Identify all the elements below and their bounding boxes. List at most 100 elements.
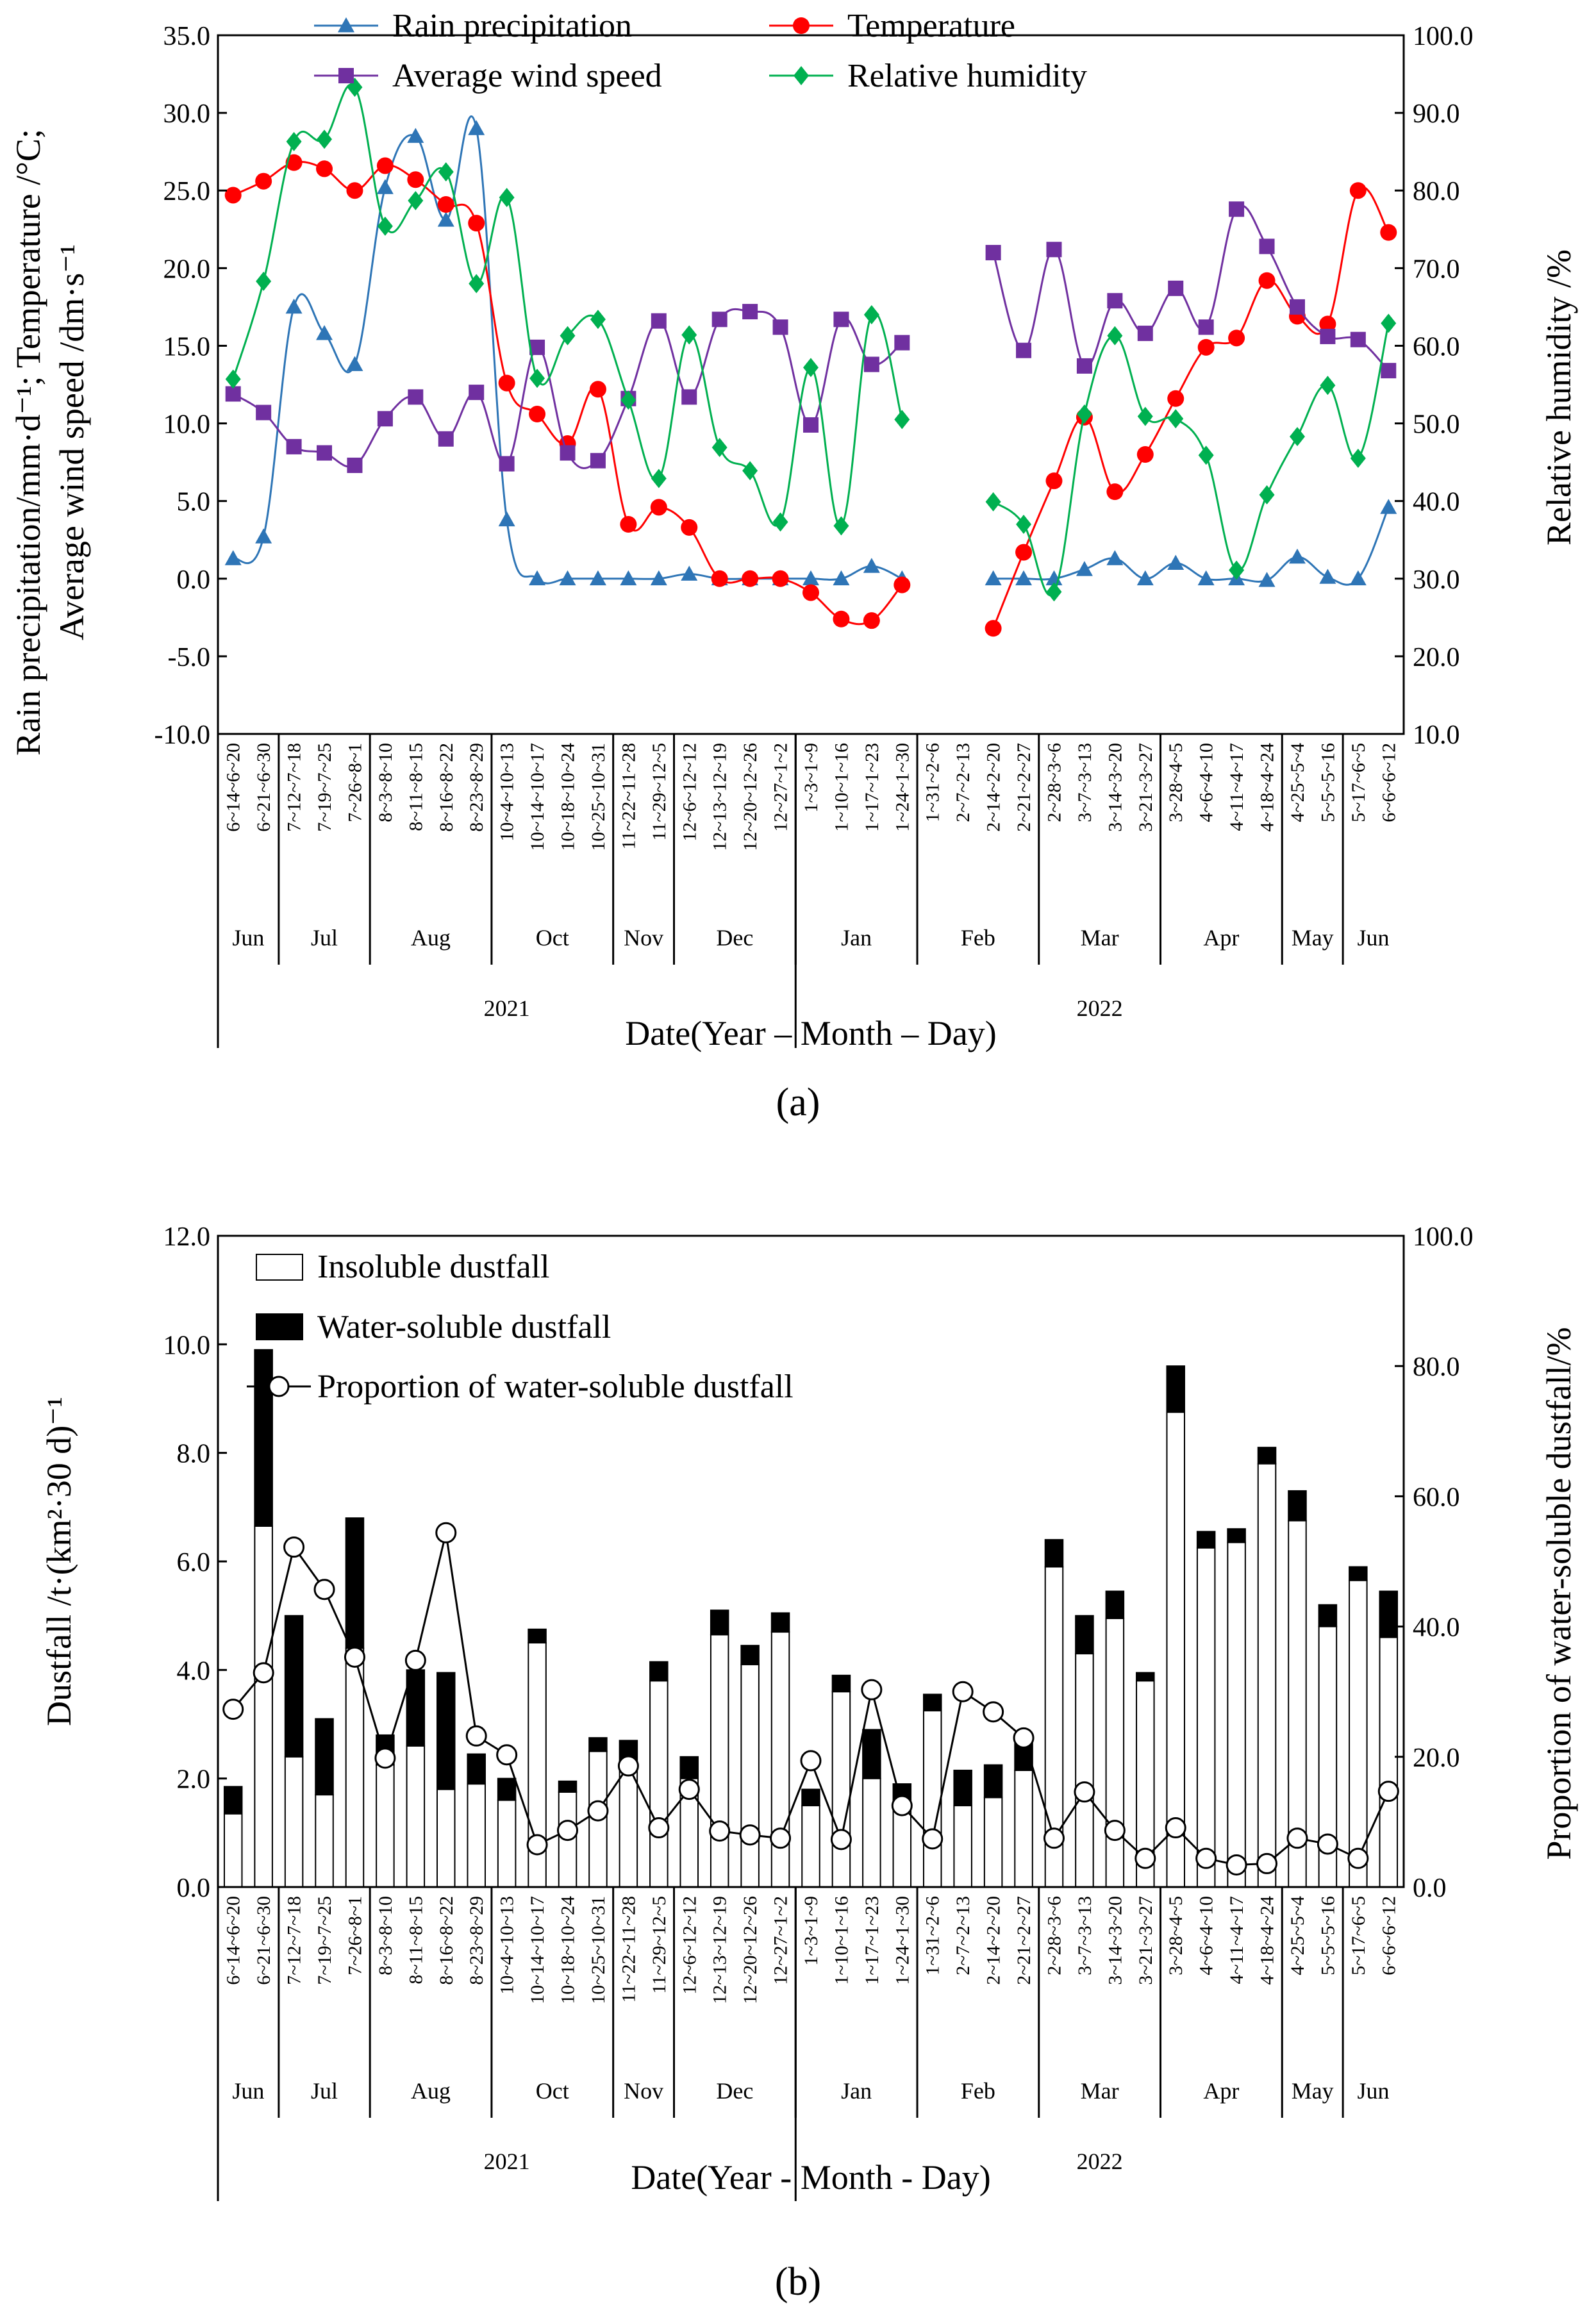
data-point-temperature — [1045, 472, 1063, 490]
data-point-temperature — [1380, 224, 1397, 241]
data-point-temperature — [742, 570, 759, 587]
data-point-temperature — [1349, 182, 1367, 199]
data-point-rain-precipitation — [1015, 570, 1033, 586]
data-point-rain-precipitation — [559, 570, 576, 586]
data-point-proportion — [1256, 1852, 1278, 1874]
bar-insoluble — [1166, 1411, 1185, 1888]
x-tick-label-6-21-6-30: 6~21~6~30 — [253, 1896, 274, 1985]
bar-insoluble — [284, 1756, 304, 1888]
x-tick-label-1-3-1-9: 1~3~1~9 — [801, 743, 822, 813]
data-point-average-wind-speed — [286, 438, 302, 454]
month-label-feb-7: Feb — [961, 925, 995, 951]
data-point-rain-precipitation — [833, 570, 850, 586]
y-tick-label-right-a: 30.0 — [1413, 565, 1460, 595]
month-label-jun-11: Jun — [1358, 2078, 1390, 2104]
bar-water-soluble — [679, 1756, 699, 1779]
data-point-average-wind-speed — [772, 319, 788, 335]
x-tick-label-4-11-4-17: 4~11~4~17 — [1226, 1896, 1247, 1984]
data-point-rain-precipitation — [255, 528, 272, 544]
data-point-rain-precipitation — [346, 356, 363, 371]
y-tick-label-left-b: 0.0 — [177, 1874, 211, 1903]
month-label-dec-5: Dec — [716, 925, 753, 951]
data-point-proportion — [1013, 1727, 1035, 1749]
data-point-rain-precipitation — [498, 511, 515, 527]
x-tick-label-4-18-4-24: 4~18~4~24 — [1257, 1896, 1278, 1985]
bar-water-soluble — [1288, 1490, 1307, 1522]
month-label-mar-8: Mar — [1081, 2078, 1119, 2104]
bar-insoluble — [1105, 1617, 1125, 1888]
y-axis-title-right-b: Proportion of water-soluble dustfall/% — [1540, 1327, 1578, 1859]
y-tick-label-right-b: 0.0 — [1413, 1874, 1447, 1903]
data-point-rain-precipitation — [316, 325, 333, 340]
data-point-temperature — [1106, 483, 1124, 501]
x-tick-label-10-14-10-17: 10~14~10~17 — [527, 743, 548, 851]
x-tick-label-8-3-8-10: 8~3~8~10 — [375, 1896, 396, 1975]
bar-insoluble — [406, 1745, 426, 1888]
data-point-rain-precipitation — [589, 570, 606, 586]
month-label-jul-1: Jul — [311, 925, 338, 951]
x-tick-label-5-5-5-16: 5~5~5~16 — [1317, 1896, 1338, 1975]
bar-water-soluble — [1196, 1531, 1216, 1549]
data-point-temperature — [376, 157, 394, 174]
data-point-average-wind-speed — [803, 417, 819, 433]
x-tick-label-5-17-6-5: 5~17~6~5 — [1348, 743, 1369, 822]
y-tick-label-right-a: 80.0 — [1413, 177, 1460, 206]
x-tick-label-12-13-12-19: 12~13~12~19 — [710, 1896, 731, 2004]
data-point-rain-precipitation — [863, 558, 880, 573]
bar-water-soluble — [922, 1693, 942, 1711]
legend-marker-relative-humidity — [794, 66, 809, 85]
data-point-proportion — [1377, 1781, 1399, 1802]
data-point-proportion — [465, 1725, 487, 1747]
data-point-proportion — [253, 1662, 274, 1684]
y-axis-title-left-a-line2: Average wind speed /dm·s⁻¹ — [53, 244, 91, 640]
data-point-relative-humidity — [1289, 427, 1305, 447]
data-point-relative-humidity — [620, 390, 636, 410]
y-tick-label-right-a: 50.0 — [1413, 410, 1460, 440]
x-tick-label-6-14-6-20: 6~14~6~20 — [223, 1896, 244, 1985]
data-point-average-wind-speed — [469, 385, 485, 401]
y-tick-label-right-b: 80.0 — [1413, 1352, 1460, 1382]
month-label-jun-0: Jun — [232, 2078, 264, 2104]
y-tick-label-left-a: -5.0 — [168, 643, 211, 672]
data-point-average-wind-speed — [347, 457, 363, 473]
data-point-average-wind-speed — [1046, 242, 1062, 258]
x-tick-label-1-31-2-6: 1~31~2~6 — [922, 1896, 943, 1975]
month-label-jan-6: Jan — [841, 2078, 872, 2104]
bar-insoluble — [1075, 1652, 1094, 1888]
data-point-relative-humidity — [894, 410, 910, 429]
data-point-temperature — [833, 610, 850, 628]
x-tick-label-12-27-1-2: 12~27~1~2 — [770, 743, 792, 832]
legend-label-proportion: Proportion of water-soluble dustfall — [317, 1368, 794, 1405]
bar-insoluble — [1379, 1636, 1399, 1888]
month-label-oct-3: Oct — [536, 925, 569, 951]
x-tick-label-12-27-1-2: 12~27~1~2 — [770, 1896, 792, 1985]
data-point-rain-precipitation — [529, 570, 546, 586]
x-tick-label-1-10-1-16: 1~10~1~16 — [831, 743, 852, 832]
bar-insoluble — [619, 1764, 638, 1888]
data-point-average-wind-speed — [1381, 363, 1397, 379]
bar-water-soluble — [1349, 1566, 1368, 1581]
y-tick-label-left-b: 10.0 — [163, 1331, 211, 1360]
bar-water-soluble — [801, 1788, 820, 1807]
bar-insoluble — [315, 1794, 334, 1888]
month-label-jun-0: Jun — [232, 925, 264, 951]
bar-water-soluble — [649, 1661, 669, 1682]
data-point-average-wind-speed — [408, 389, 424, 405]
data-point-relative-humidity — [1107, 326, 1123, 345]
data-point-relative-humidity — [985, 492, 1001, 511]
data-point-temperature — [772, 570, 789, 587]
data-point-proportion — [1226, 1854, 1247, 1875]
data-point-relative-humidity — [1259, 485, 1275, 504]
bar-water-soluble — [528, 1628, 547, 1643]
bar-water-soluble — [345, 1517, 365, 1649]
data-point-average-wind-speed — [377, 411, 393, 427]
data-point-relative-humidity — [499, 188, 515, 208]
year-label-2022: 2022 — [1077, 995, 1123, 1021]
data-point-proportion — [1074, 1781, 1095, 1803]
bar-insoluble — [436, 1788, 456, 1888]
data-point-average-wind-speed — [651, 313, 667, 329]
bar-water-soluble — [862, 1729, 881, 1779]
data-point-relative-humidity — [711, 438, 727, 458]
x-axis-title-b: Date(Year - Month - Day) — [631, 2158, 990, 2197]
data-point-proportion — [952, 1681, 974, 1702]
